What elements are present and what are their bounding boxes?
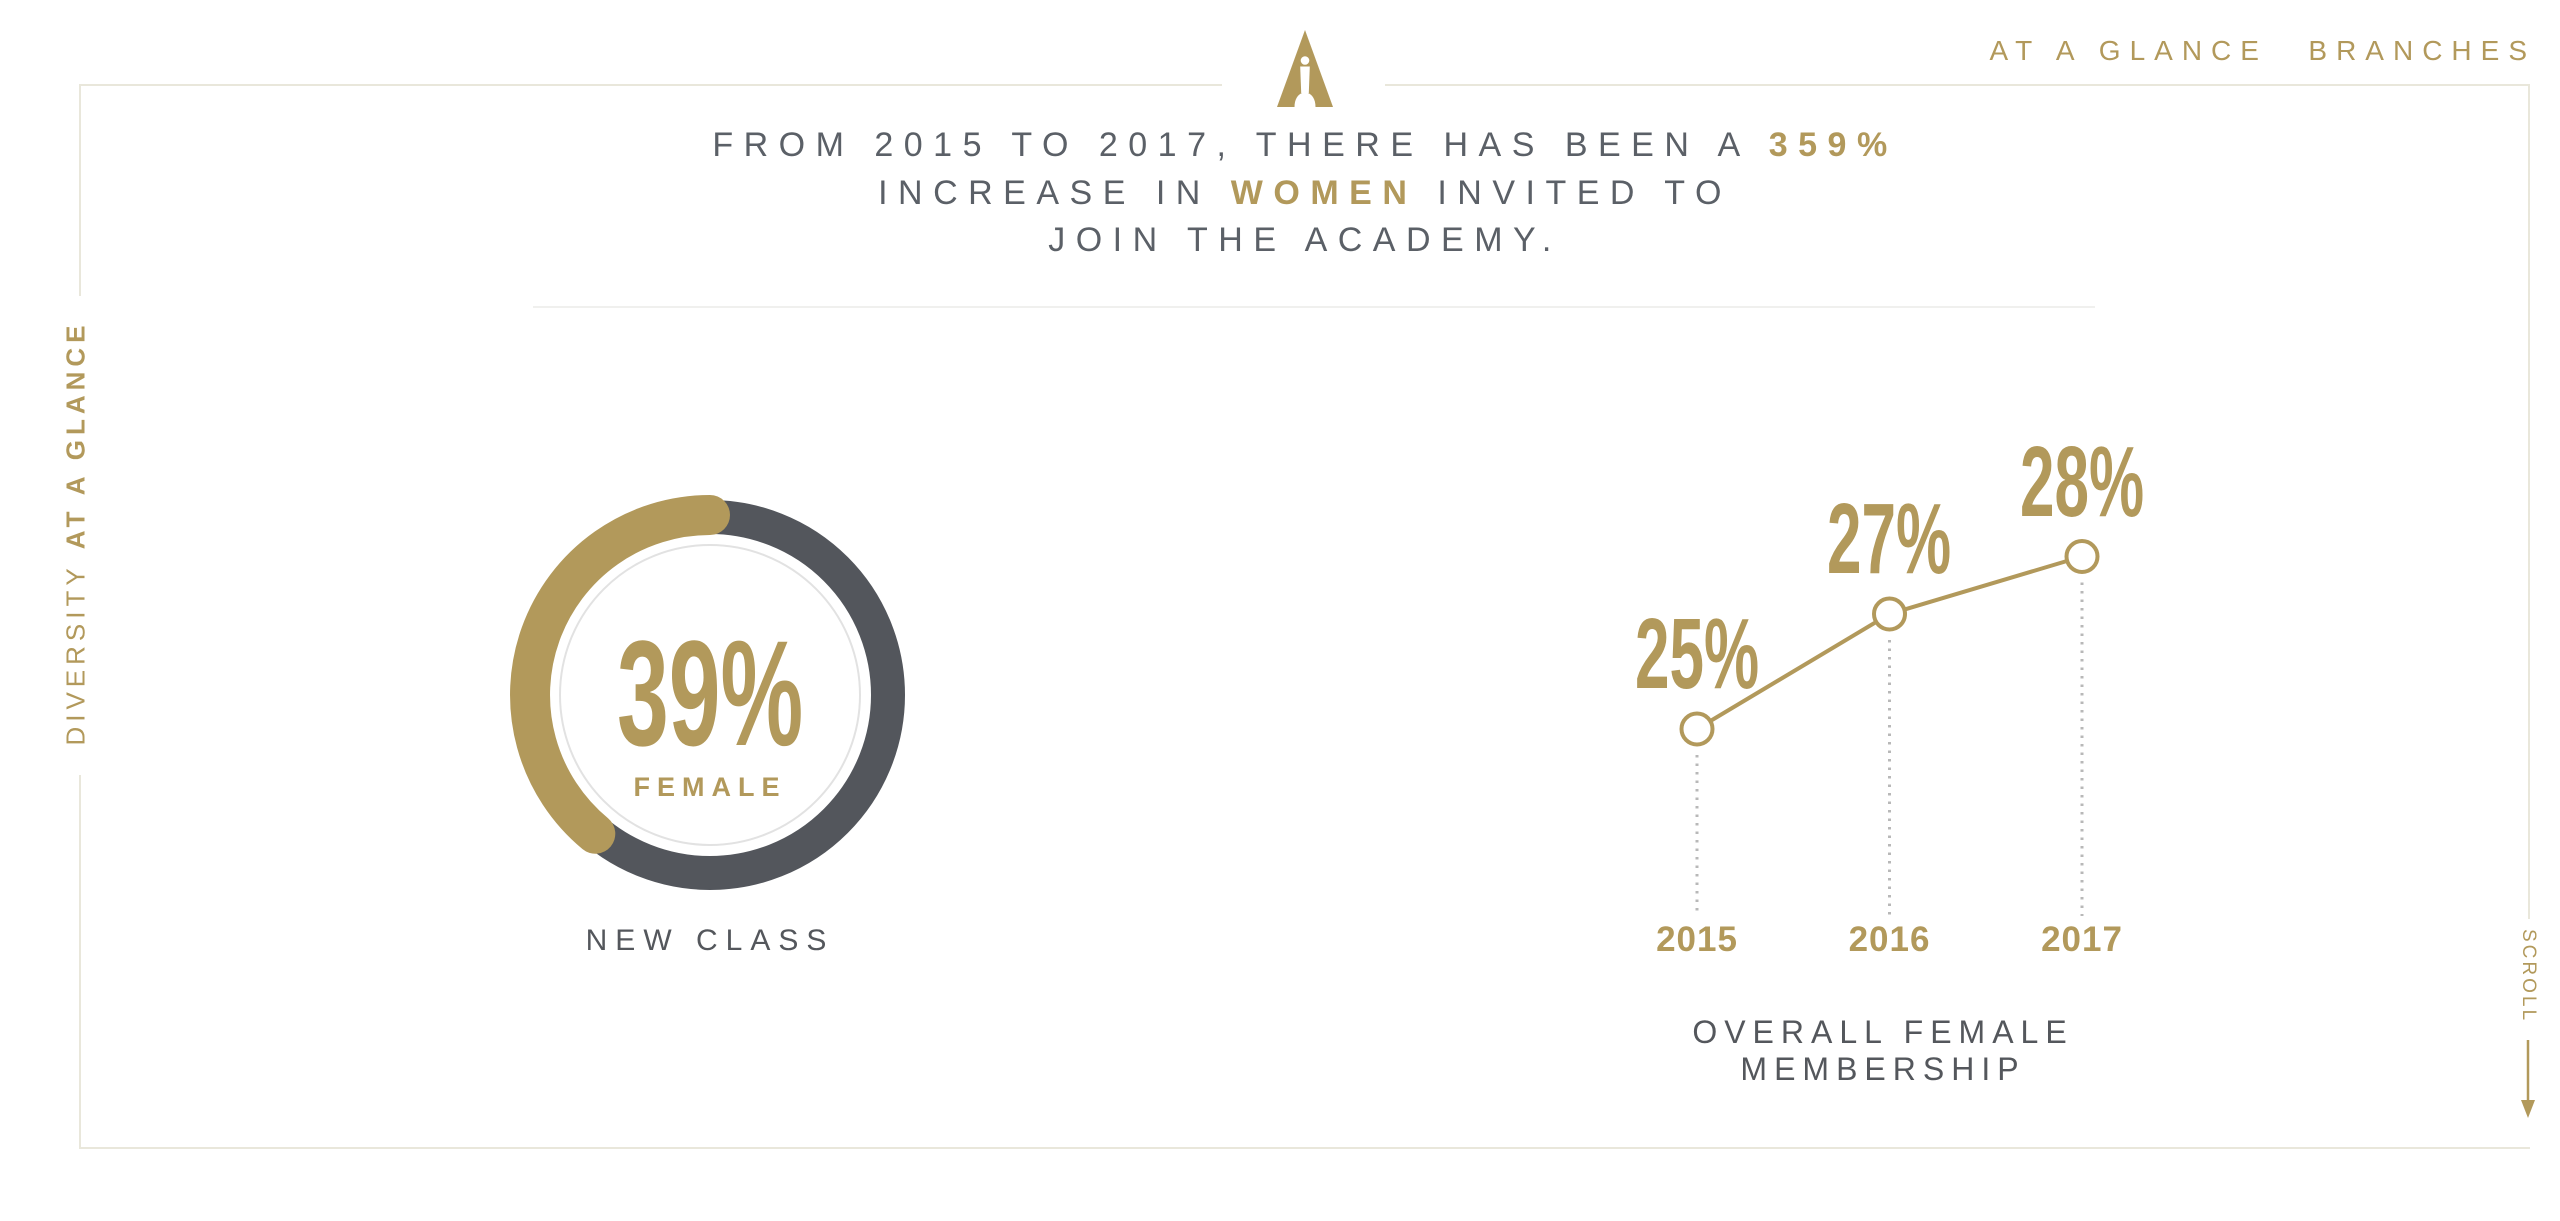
donut-female-arc <box>510 495 730 854</box>
donut-inner-label: FEMALE <box>633 772 787 802</box>
headline-line-2: INCREASE IN WOMEN INVITED TO <box>878 173 1732 212</box>
top-nav: AT A GLANCE BRANCHES <box>1989 36 2536 66</box>
line-chart-caption: OVERALL FEMALE MEMBERSHIP <box>1692 1014 2074 1087</box>
donut-caption: NEW CLASS <box>585 924 835 957</box>
donut-inner-ring <box>559 544 861 846</box>
x-axis-year-label: 2016 <box>1848 920 1931 959</box>
data-point-marker <box>1872 596 1907 632</box>
x-axis-year-label: 2015 <box>1656 920 1738 959</box>
frame-border-right-segment <box>2528 84 2530 919</box>
point-value-label: 27% <box>1827 483 1952 595</box>
data-point-marker <box>2064 539 2100 574</box>
frame-border-left-upper-segment <box>79 84 81 296</box>
headline-word-women: WOMEN <box>1230 173 1418 212</box>
x-axis-year-label: 2017 <box>2041 920 2123 959</box>
line-chart-svg <box>1679 539 2100 916</box>
donut-hole <box>551 536 869 854</box>
data-point-marker <box>1679 711 1715 747</box>
nav-link-at-a-glance[interactable]: AT A GLANCE <box>1989 35 2268 66</box>
frame-border-top-left-segment <box>80 84 1222 86</box>
frame-border-left-lower-segment <box>79 775 81 1148</box>
point-value-label: 25% <box>1634 598 1760 710</box>
nav-link-branches[interactable]: BRANCHES <box>2308 35 2536 66</box>
headline-line-1: FROM 2015 TO 2017, THERE HAS BEEN A 359% <box>712 126 1898 164</box>
vertical-label-emphasis: AT A GLANCE <box>60 320 91 550</box>
donut-chart-svg <box>510 495 905 890</box>
frame-border-top-right-segment <box>1385 84 2529 86</box>
vertical-label-prefix: DIVERSITY <box>60 563 91 746</box>
frame-border-bottom <box>79 1147 2530 1149</box>
oscar-statuette-silhouette <box>1294 56 1316 107</box>
scroll-down-arrow-icon <box>2521 1040 2535 1118</box>
scroll-label: SCROLL <box>2518 928 2539 1024</box>
academy-logo-icon <box>1277 30 1333 107</box>
vertical-page-label: DIVERSITY AT A GLANCE <box>61 320 92 745</box>
point-value-label: 28% <box>2019 425 2145 538</box>
headline-divider <box>533 306 2095 308</box>
headline-stat-359: 359% <box>1768 126 1898 164</box>
headline: FROM 2015 TO 2017, THERE HAS BEEN A 359%… <box>80 122 2530 265</box>
headline-line-3: JOIN THE ACADEMY. <box>1048 221 1562 259</box>
donut-value: 39% <box>616 609 804 777</box>
